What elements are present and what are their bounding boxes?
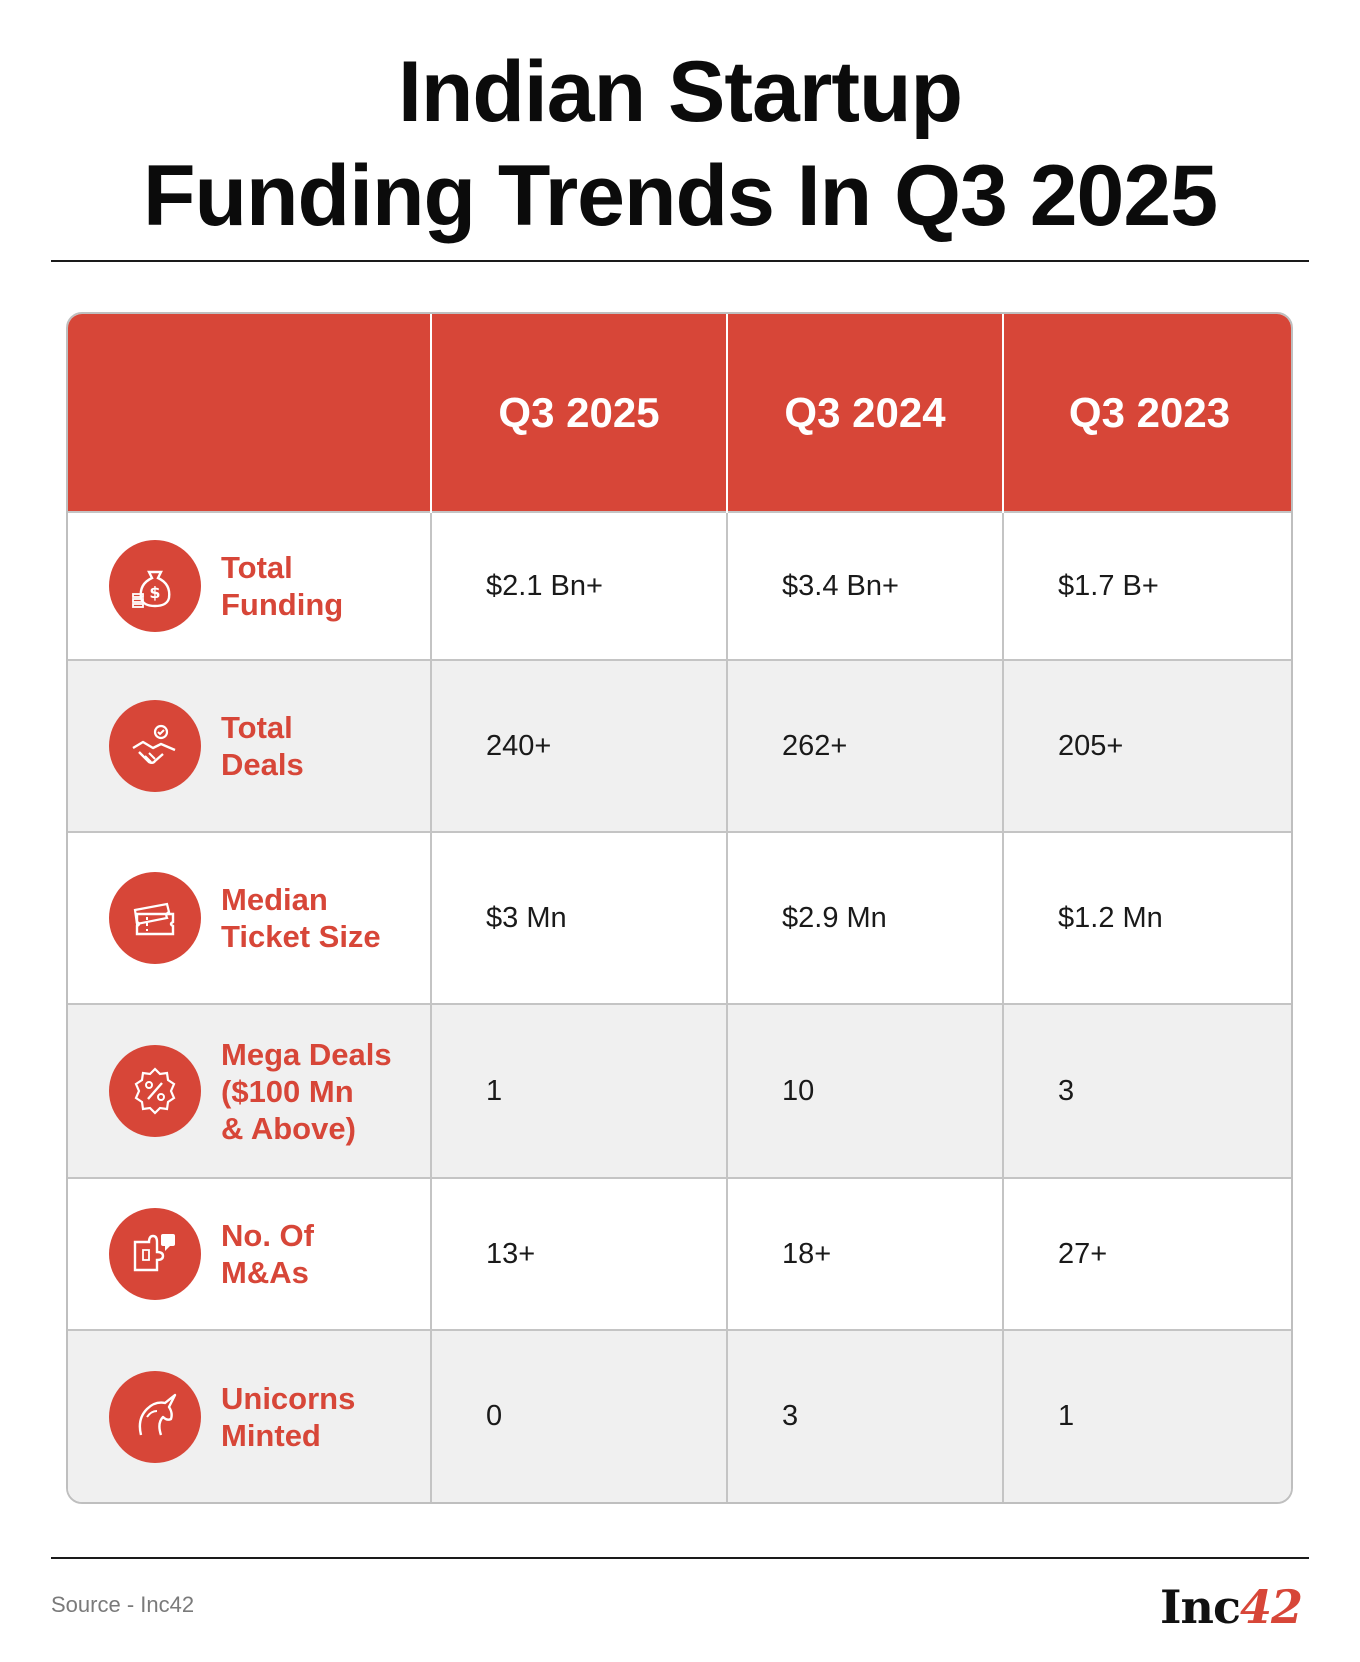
inc42-logo: Inc42 [1160,1580,1303,1634]
ticket-icon [109,872,201,964]
header-empty-cell [68,314,431,512]
value-cell-q3-2024: 18+ [726,1177,1003,1330]
value-cell-q3-2025: $3 Mn [430,831,727,1004]
metric-label: Total Funding [221,550,344,622]
metric-label: Median Ticket Size [221,882,381,954]
value-cell-q3-2023: $1.7 B+ [1002,511,1291,660]
title-line-2: Funding Trends In Q3 2025 [142,148,1218,244]
money-bag-icon: $ [109,540,201,632]
table-row: Mega Deals ($100 Mn & Above) 1 10 3 [68,1003,1291,1178]
metric-cell: Median Ticket Size [68,831,431,1004]
logo-accent-text: 42 [1239,1580,1303,1634]
logo-main-text: Inc [1160,1580,1241,1634]
top-divider [51,260,1309,262]
metric-cell: No. Of M&As [68,1177,431,1330]
metric-cell: Unicorns Minted [68,1329,431,1502]
value-cell-q3-2025: $2.1 Bn+ [430,511,727,660]
value-cell-q3-2023: 1 [1002,1329,1291,1502]
value-cell-q3-2024: $2.9 Mn [726,831,1003,1004]
metric-label: Mega Deals ($100 Mn & Above) [221,1036,392,1146]
handshake-icon [109,700,201,792]
metric-label: No. Of M&As [221,1218,314,1290]
metric-cell: $ Total Funding [68,511,431,660]
metric-label: Unicorns Minted [221,1380,356,1453]
value-cell-q3-2024: $3.4 Bn+ [726,511,1003,660]
value-cell-q3-2024: 10 [726,1003,1003,1178]
percent-badge-icon [109,1045,201,1137]
value-cell-q3-2023: 205+ [1002,659,1291,832]
table-row: $ Total Funding $2.1 Bn+ $3.4 Bn+ $1.7 B+ [68,511,1291,660]
table-header-row: Q3 2025 Q3 2024 Q3 2023 [68,314,1291,512]
bottom-divider [51,1557,1309,1559]
value-cell-q3-2023: 3 [1002,1003,1291,1178]
table-row: Unicorns Minted 0 3 1 [68,1329,1291,1502]
value-cell-q3-2025: 240+ [430,659,727,832]
source-note: Source - Inc42 [51,1592,195,1617]
table-row: Total Deals 240+ 262+ 205+ [68,659,1291,832]
table-row: Median Ticket Size $3 Mn $2.9 Mn $1.2 Mn [68,831,1291,1004]
column-header-q3-2023: Q3 2023 [1002,314,1291,512]
metric-cell: Mega Deals ($100 Mn & Above) [68,1003,431,1178]
value-cell-q3-2025: 1 [430,1003,727,1178]
svg-text:$: $ [149,583,160,602]
column-header-q3-2024: Q3 2024 [726,314,1003,512]
puzzle-icon [109,1208,201,1300]
value-cell-q3-2024: 3 [726,1329,1003,1502]
value-cell-q3-2025: 13+ [430,1177,727,1330]
value-cell-q3-2024: 262+ [726,659,1003,832]
column-header-q3-2025: Q3 2025 [430,314,727,512]
page-title: Indian Startup Funding Trends In Q3 2025 [0,40,1360,248]
title-line-1: Indian Startup [397,44,963,140]
value-cell-q3-2023: 27+ [1002,1177,1291,1330]
value-cell-q3-2025: 0 [430,1329,727,1502]
unicorn-icon [109,1370,201,1463]
metric-label: Total Deals [221,710,304,782]
value-cell-q3-2023: $1.2 Mn [1002,831,1291,1004]
table-row: No. Of M&As 13+ 18+ 27+ [68,1177,1291,1330]
funding-table: Q3 2025 Q3 2024 Q3 2023 $ Total Funding $2… [66,312,1293,1504]
metric-cell: Total Deals [68,659,431,832]
